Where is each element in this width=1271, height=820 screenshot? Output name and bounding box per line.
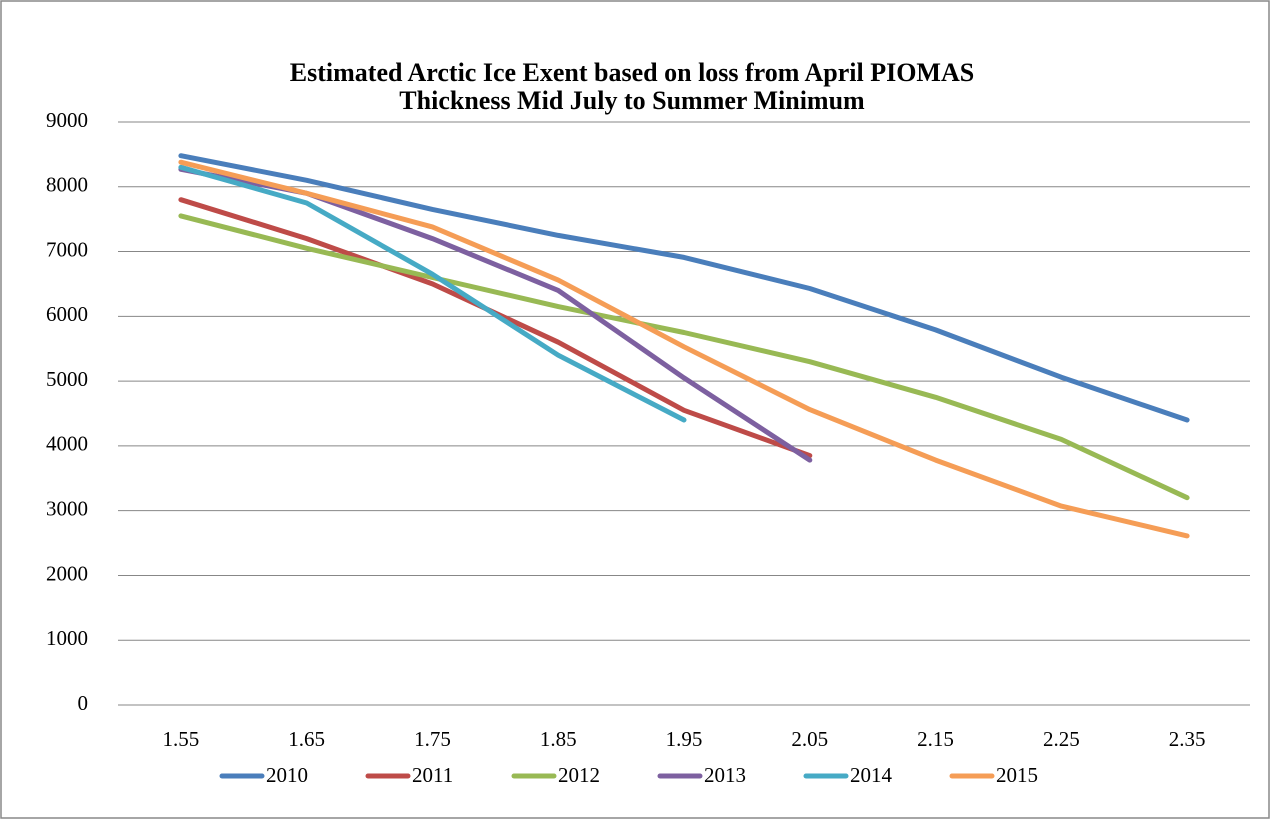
x-tick-label: 2.15 xyxy=(917,727,954,751)
legend-label: 2013 xyxy=(704,763,746,787)
series-line xyxy=(178,164,687,423)
y-tick-label: 9000 xyxy=(46,108,88,132)
y-tick-label: 0 xyxy=(78,691,89,715)
y-tick-label: 6000 xyxy=(46,302,88,326)
y-tick-label: 4000 xyxy=(46,432,88,456)
chart-title: Estimated Arctic Ice Exent based on loss… xyxy=(290,58,974,87)
x-tick-label: 1.65 xyxy=(288,727,325,751)
x-tick-label: 2.35 xyxy=(1169,727,1206,751)
legend-label: 2014 xyxy=(850,763,893,787)
y-tick-label: 3000 xyxy=(46,496,88,520)
y-tick-label: 1000 xyxy=(46,626,88,650)
x-tick-label: 1.85 xyxy=(540,727,577,751)
y-tick-label: 5000 xyxy=(46,367,88,391)
y-tick-label: 8000 xyxy=(46,173,88,197)
legend-label: 2011 xyxy=(412,763,453,787)
series-line xyxy=(178,213,1190,501)
x-tick-label: 1.95 xyxy=(666,727,703,751)
legend-label: 2012 xyxy=(558,763,600,787)
x-tick-label: 2.25 xyxy=(1043,727,1080,751)
x-tick-label: 1.55 xyxy=(163,727,200,751)
series-line xyxy=(178,153,1190,423)
chart-title: Thickness Mid July to Summer Minimum xyxy=(399,86,865,115)
x-tick-label: 2.05 xyxy=(791,727,828,751)
series-line xyxy=(178,159,1190,539)
legend-label: 2010 xyxy=(266,763,308,787)
y-tick-label: 7000 xyxy=(46,237,88,261)
y-tick-label: 2000 xyxy=(46,561,88,585)
x-tick-label: 1.75 xyxy=(414,727,451,751)
legend-label: 2015 xyxy=(996,763,1038,787)
